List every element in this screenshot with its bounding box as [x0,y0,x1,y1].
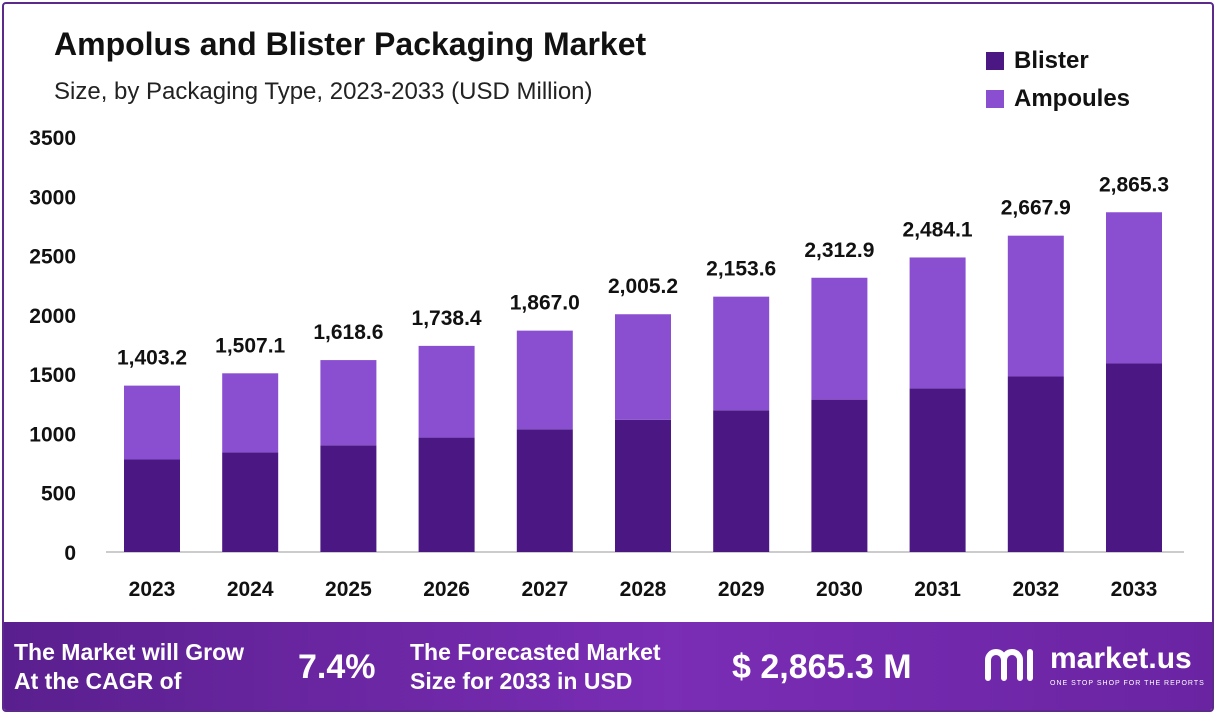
bar-segment-ampoules-2028 [615,314,671,420]
y-tick-label: 2000 [29,305,76,328]
y-tick-label: 500 [41,483,76,506]
total-label-2027: 1,867.0 [510,292,580,315]
legend-item-blister: Blister [986,42,1130,80]
bar-segment-blister-2023 [124,459,180,552]
cagr-value: 7.4% [298,648,376,686]
legend: Blister Ampoules [986,42,1130,118]
bar-segment-ampoules-2032 [1007,235,1064,377]
bar-segment-blister-2026 [418,437,475,552]
bar-segment-blister-2031 [909,388,966,552]
x-tick-label: 2032 [1012,578,1059,601]
x-tick-label: 2025 [325,578,372,601]
x-tick-label: 2031 [914,578,961,601]
x-tick-label: 2024 [227,578,274,601]
bar-segment-blister-2028 [615,419,671,552]
bar-segment-blister-2029 [713,410,770,552]
bar-segment-ampoules-2033 [1106,212,1162,364]
y-tick-label: 0 [64,542,76,565]
brand-tagline: ONE STOP SHOP FOR THE REPORTS [1050,680,1205,687]
bar-segment-blister-2027 [516,429,573,552]
legend-label-ampoules: Ampoules [1014,85,1131,112]
forecast-text: The Forecasted Market Size for 2033 in U… [410,639,661,694]
chart-subtitle: Size, by Packaging Type, 2023-2033 (USD … [54,78,593,105]
chart-title: Ampolus and Blister Packaging Market [54,26,647,62]
total-label-2023: 1,403.2 [117,347,187,370]
y-tick-label: 3000 [29,186,76,209]
bar-segment-blister-2030 [811,399,868,552]
bar-chart: 0 500 1000 1500 2000 2500 3000 3500 1,403.2 2023 1… [29,127,1184,601]
x-tick-label: 2026 [423,578,470,601]
total-label-2028: 2,005.2 [608,275,678,298]
bar-segment-ampoules-2025 [320,360,377,446]
brand-name: market.us [1050,642,1192,675]
total-label-2033: 2,865.3 [1099,173,1169,196]
bar-segment-blister-2033 [1106,363,1162,552]
y-tick-label: 1000 [29,423,76,446]
legend-item-ampoules: Ampoules [986,80,1130,118]
x-tick-label: 2023 [129,578,176,601]
x-tick-label: 2033 [1111,578,1158,601]
bar-segment-ampoules-2029 [713,296,770,411]
total-label-2026: 1,738.4 [412,307,482,330]
forecast-value: $ 2,865.3 M [732,648,912,686]
total-label-2032: 2,667.9 [1001,197,1071,220]
bar-segment-ampoules-2031 [909,257,966,389]
y-tick-label: 1500 [29,364,76,387]
x-tick-label: 2029 [718,578,765,601]
x-tick-label: 2028 [620,578,667,601]
cagr-text: The Market will Grow At the CAGR of [14,639,245,694]
summary-banner: The Market will Grow At the CAGR of 7.4%… [4,622,1212,710]
total-label-2031: 2,484.1 [903,218,973,241]
total-label-2029: 2,153.6 [706,258,776,281]
bar-segment-ampoules-2026 [418,345,475,438]
legend-swatch-blister [986,52,1004,70]
bar-segment-blister-2025 [320,445,377,552]
bar-segment-ampoules-2023 [124,385,180,460]
total-label-2030: 2,312.9 [804,239,874,262]
bar-segment-blister-2024 [222,452,279,552]
y-tick-label: 3500 [29,127,76,150]
x-tick-label: 2027 [521,578,568,601]
bar-segment-blister-2032 [1007,376,1064,552]
bar-segment-ampoules-2027 [516,330,573,430]
total-label-2025: 1,618.6 [313,321,383,344]
legend-swatch-ampoules [986,90,1004,108]
bar-segment-ampoules-2024 [222,373,279,453]
total-label-2024: 1,507.1 [215,334,285,357]
x-tick-label: 2030 [816,578,863,601]
legend-label-blister: Blister [1014,47,1089,74]
bar-segment-ampoules-2030 [811,277,868,400]
y-tick-label: 2500 [29,246,76,269]
market-us-logo-icon [985,649,1033,681]
